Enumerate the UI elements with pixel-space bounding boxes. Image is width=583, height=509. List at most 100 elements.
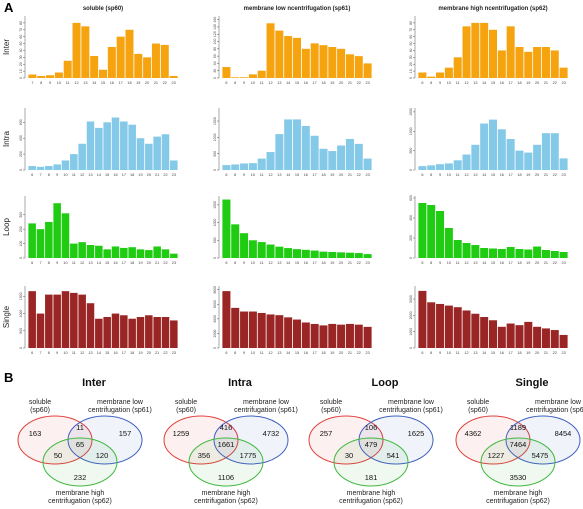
y-tick-label: 0 xyxy=(19,257,23,259)
bar xyxy=(310,135,319,170)
bar xyxy=(275,315,284,348)
x-tick-label: 16 xyxy=(304,351,308,355)
bar xyxy=(266,314,275,348)
chart-single-0: Single 0 500 1000 1500 6 7 8 9 10 11 12 13 14 15 16 17 18… xyxy=(2,286,178,355)
x-tick-label: 17 xyxy=(509,81,513,85)
set-b-circle xyxy=(213,415,289,465)
bar xyxy=(45,294,53,348)
set-b-label: centrifugation (sp61) xyxy=(379,407,443,414)
set-a-label: (sp60) xyxy=(176,407,196,414)
x-tick-label: 14 xyxy=(286,173,290,177)
bar xyxy=(418,203,427,258)
bar xyxy=(462,154,471,170)
x-tick-label: 14 xyxy=(286,81,290,85)
x-tick-label: 14 xyxy=(97,351,101,355)
y-tick-label: 100 xyxy=(19,241,23,247)
x-tick-label: 13 xyxy=(277,351,281,355)
panel-label-a: A xyxy=(4,0,14,15)
bar xyxy=(354,324,363,348)
count-only-b: 4732 xyxy=(263,429,280,438)
x-tick-label: 13 xyxy=(83,81,87,85)
x-tick-label: 15 xyxy=(105,173,109,177)
x-tick-label: 21 xyxy=(155,173,159,177)
y-tick-label: 40 xyxy=(213,61,217,65)
y-tick-label: 80 xyxy=(19,21,23,25)
y-tick-label: 0 xyxy=(409,169,413,171)
x-tick-label: 9 xyxy=(439,81,441,85)
bar xyxy=(301,48,310,78)
bar xyxy=(103,317,111,348)
bar xyxy=(337,252,346,258)
bar xyxy=(337,324,346,348)
bar xyxy=(533,246,542,258)
bar xyxy=(310,250,319,258)
x-tick-label: 14 xyxy=(482,261,486,265)
bar xyxy=(151,43,160,78)
x-tick-label: 12 xyxy=(268,261,272,265)
y-tick-label: 40 xyxy=(409,48,413,52)
x-tick-label: 14 xyxy=(482,81,486,85)
bar xyxy=(506,323,515,348)
x-tick-label: 12 xyxy=(464,81,468,85)
x-tick-label: 13 xyxy=(473,261,477,265)
bar xyxy=(427,76,436,78)
row-label: Single xyxy=(2,305,11,328)
bar xyxy=(453,57,462,78)
bar xyxy=(36,166,45,170)
bar xyxy=(427,165,436,170)
x-tick-label: 11 xyxy=(72,261,76,265)
x-tick-label: 9 xyxy=(439,351,441,355)
x-tick-label: 12 xyxy=(80,261,84,265)
x-tick-label: 15 xyxy=(105,261,109,265)
venn-title: Loop xyxy=(372,377,399,389)
bar xyxy=(436,211,445,258)
bar xyxy=(275,246,284,258)
x-tick-label: 11 xyxy=(456,261,460,265)
bar xyxy=(222,199,231,258)
bar xyxy=(497,129,506,170)
bar xyxy=(319,325,328,348)
y-tick-label: 500 xyxy=(213,151,217,157)
x-tick-label: 21 xyxy=(544,261,548,265)
bar xyxy=(524,249,533,258)
x-tick-label: 21 xyxy=(348,173,352,177)
bar xyxy=(222,291,231,348)
bar xyxy=(78,242,86,258)
bar xyxy=(319,45,328,78)
bar xyxy=(533,326,542,348)
bar xyxy=(170,253,178,258)
set-b-label: membrane low xyxy=(388,399,435,406)
bar xyxy=(170,320,178,348)
count-ab: 106 xyxy=(365,423,378,432)
x-tick-label: 14 xyxy=(286,261,290,265)
bar xyxy=(471,313,480,348)
bar xyxy=(240,163,249,170)
set-c-label: membrane high xyxy=(494,490,543,497)
x-tick-label: 23 xyxy=(171,81,175,85)
y-tick-label: 0 xyxy=(409,347,413,349)
y-tick-label: 2000 xyxy=(409,311,413,319)
bar xyxy=(95,318,103,348)
bar xyxy=(497,326,506,348)
bar xyxy=(533,47,542,78)
bar xyxy=(453,307,462,348)
x-tick-label: 20 xyxy=(535,261,539,265)
bar xyxy=(111,117,120,170)
bar xyxy=(319,148,328,170)
x-tick-label: 17 xyxy=(122,351,126,355)
y-tick-label: 400 xyxy=(409,215,413,221)
x-tick-label: 6 xyxy=(421,173,423,177)
x-tick-label: 10 xyxy=(447,261,451,265)
bar xyxy=(116,36,125,78)
x-tick-label: 9 xyxy=(56,261,58,265)
x-tick-label: 9 xyxy=(56,351,58,355)
x-tick-label: 6 xyxy=(225,81,227,85)
x-tick-label: 9 xyxy=(243,173,245,177)
x-tick-label: 12 xyxy=(268,81,272,85)
y-tick-label: 0 xyxy=(213,347,217,349)
bar xyxy=(53,203,61,258)
x-tick-label: 19 xyxy=(138,173,142,177)
x-tick-label: 19 xyxy=(526,351,530,355)
set-b-label: centrifugation (sp61) xyxy=(88,407,152,414)
